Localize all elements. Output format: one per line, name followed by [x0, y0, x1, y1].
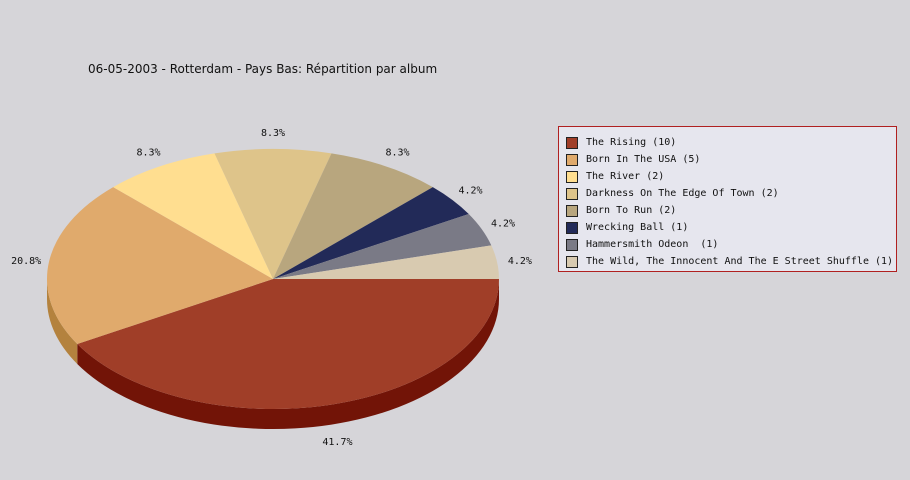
pie-slice-0: [77, 279, 499, 409]
pie-slice-3: [214, 149, 332, 279]
legend-swatch: [566, 204, 578, 217]
pie-slice-label-2: 8.3%: [136, 148, 160, 159]
legend-label: Hammersmith Odeon (1): [586, 239, 719, 250]
chart-title: 06-05-2003 - Rotterdam - Pays Bas: Répar…: [88, 62, 438, 76]
pie-slice-label-6: 4.2%: [491, 219, 515, 230]
pie-slice-1: [47, 187, 274, 344]
legend-label: Darkness On The Edge Of Town (2): [586, 188, 779, 199]
pie-depth: [47, 279, 499, 429]
legend-label: The Rising (10): [586, 137, 677, 148]
pie-slice-label-3: 8.3%: [261, 128, 285, 139]
pie-slice-6: [273, 214, 492, 279]
legend-swatch: [566, 255, 578, 268]
legend-item: The Rising (10): [566, 134, 896, 151]
pie-slice-4: [273, 153, 433, 279]
legend-swatch: [566, 238, 578, 251]
pie-slice-label-0: 41.7%: [322, 437, 352, 448]
pie-slice-label-5: 4.2%: [458, 186, 482, 197]
legend-item: Born In The USA (5): [566, 151, 896, 168]
pie-top: [47, 149, 499, 409]
legend-item: Darkness On The Edge Of Town (2): [566, 185, 896, 202]
legend-item: The Wild, The Innocent And The E Street …: [566, 253, 896, 270]
legend-item: The River (2): [566, 168, 896, 185]
legend-item: Born To Run (2): [566, 202, 896, 219]
legend-label: Born In The USA (5): [586, 154, 701, 165]
pie-slice-label-1: 20.8%: [11, 256, 41, 267]
pie-slice-side-0: [77, 279, 499, 429]
legend-item: Hammersmith Odeon (1): [566, 236, 896, 253]
pie-slice-label-4: 8.3%: [385, 148, 409, 159]
pie-slice-2: [113, 153, 273, 279]
legend-item: Wrecking Ball (1): [566, 219, 896, 236]
legend: The Rising (10) Born In The USA (5) The Ri…: [558, 126, 897, 272]
legend-swatch: [566, 221, 578, 234]
legend-swatch: [566, 153, 578, 166]
legend-swatch: [566, 136, 578, 149]
legend-swatch: [566, 170, 578, 183]
legend-label: Wrecking Ball (1): [586, 222, 689, 233]
pie-slice-7: [273, 245, 499, 279]
pie-slice-label-7: 4.2%: [508, 256, 532, 267]
legend-label: The River (2): [586, 171, 665, 182]
pie-slice-side-1: [47, 279, 78, 364]
legend-swatch: [566, 187, 578, 200]
pie-labels: 41.7% 20.8% 8.3% 8.3% 8.3% 4.2% 4.2% 4.2%: [11, 128, 532, 448]
legend-label: The Wild, The Innocent And The E Street …: [586, 256, 894, 267]
legend-label: Born To Run (2): [586, 205, 677, 216]
pie-slice-5: [273, 187, 469, 279]
